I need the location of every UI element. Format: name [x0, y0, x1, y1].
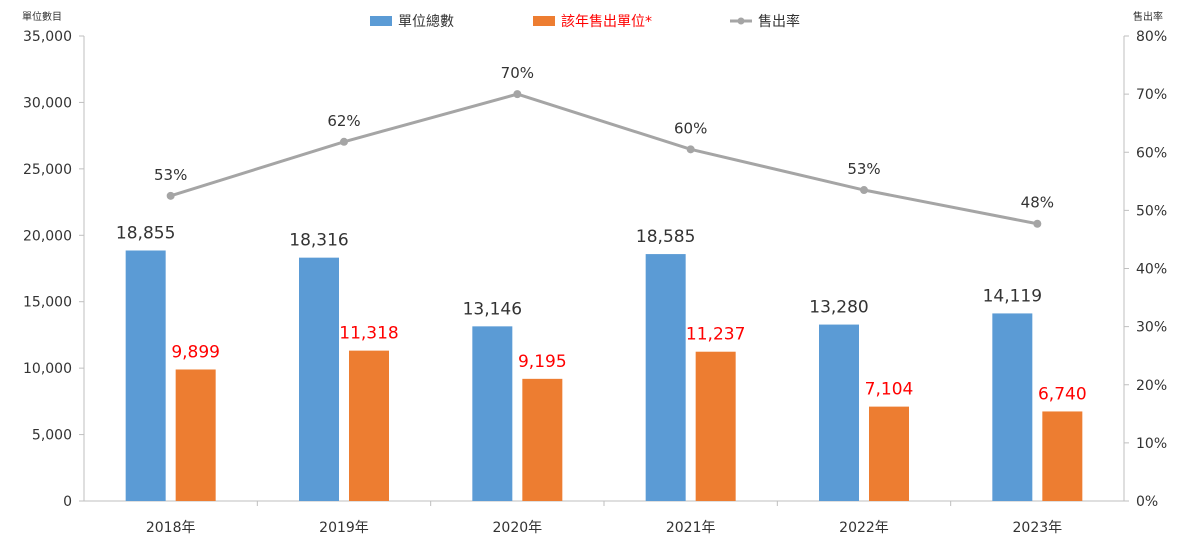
bar-total-units	[645, 254, 686, 501]
legend-total-units-label: 單位總數	[398, 13, 454, 30]
x-tick-label: 2019年	[319, 520, 369, 536]
sales-rate-point	[686, 145, 695, 154]
left-tick-label: 0	[63, 494, 72, 510]
right-tick-label: 60%	[1136, 145, 1167, 161]
left-tick-label: 5,000	[32, 428, 72, 444]
x-tick-label: 2018年	[146, 520, 196, 536]
bar-total-units	[472, 326, 513, 501]
right-tick-label: 10%	[1136, 436, 1167, 452]
x-tick-label: 2020年	[493, 520, 543, 536]
right-tick-label: 20%	[1136, 378, 1167, 394]
bar-sold-units	[522, 378, 563, 501]
left-tick-label: 30,000	[23, 95, 72, 111]
right-tick-label: 0%	[1136, 494, 1158, 510]
x-tick-label: 2022年	[839, 520, 889, 536]
sales-rate-point	[513, 90, 522, 99]
sales-rate-point	[340, 137, 348, 146]
legend-sales-rate-marker	[737, 17, 745, 25]
bar-label-sold-units: 11,318	[339, 324, 398, 344]
legend-sold-units-swatch	[533, 16, 555, 26]
bar-label-sold-units: 6,740	[1038, 384, 1087, 404]
sales-rate-label: 60%	[674, 119, 707, 137]
right-tick-label: 30%	[1136, 320, 1167, 336]
bar-total-units	[125, 250, 166, 501]
bar-label-sold-units: 9,899	[171, 342, 220, 362]
right-tick-label: 70%	[1136, 87, 1167, 103]
x-tick-label: 2021年	[666, 520, 716, 536]
sales-rate-line	[170, 92, 1038, 226]
left-axis-title: 單位數目	[22, 10, 62, 23]
sales-rate-label: 62%	[327, 112, 360, 130]
sales-rate-label: 48%	[1021, 194, 1054, 212]
bar-sold-units	[869, 406, 909, 501]
bar-label-total-units: 14,119	[983, 286, 1042, 306]
bar-label-total-units: 18,855	[116, 223, 175, 243]
left-tick-label: 10,000	[23, 361, 72, 377]
sales-rate-point	[1033, 219, 1042, 228]
legend-total-units-swatch	[370, 16, 392, 26]
bar-total-units	[299, 257, 339, 501]
left-tick-label: 20,000	[23, 228, 72, 244]
right-axis-title: 售出率	[1133, 10, 1163, 23]
bar-label-sold-units: 11,237	[686, 325, 745, 345]
bar-label-total-units: 18,585	[636, 227, 695, 247]
legend-sales-rate-label: 售出率	[758, 13, 800, 30]
right-tick-label: 40%	[1136, 262, 1167, 278]
left-tick-label: 15,000	[23, 295, 72, 311]
right-tick-label: 50%	[1136, 203, 1167, 219]
bar-label-sold-units: 9,195	[518, 352, 567, 372]
bar-sold-units	[349, 350, 389, 501]
sales-rate-label: 70%	[501, 64, 534, 82]
bar-label-total-units: 13,146	[463, 299, 522, 319]
sales-rate-label: 53%	[154, 166, 187, 184]
x-tick-label: 2023年	[1013, 520, 1063, 536]
bar-total-units	[992, 313, 1033, 501]
sales-rate-point	[166, 191, 175, 200]
bar-label-sold-units: 7,104	[865, 380, 914, 400]
left-tick-label: 25,000	[23, 162, 72, 178]
bar-sold-units	[1042, 411, 1083, 501]
bar-label-total-units: 13,280	[809, 298, 868, 318]
legend-sold-units-label: 該年售出單位*	[561, 14, 652, 30]
sales-rate-label: 53%	[847, 160, 880, 178]
bar-sold-units	[175, 369, 216, 501]
left-tick-label: 35,000	[23, 29, 72, 45]
sales-rate-point	[860, 186, 868, 195]
bar-label-total-units: 18,316	[289, 231, 348, 251]
right-tick-label: 80%	[1136, 29, 1167, 45]
bar-total-units	[819, 324, 859, 501]
bar-sold-units	[695, 351, 736, 501]
